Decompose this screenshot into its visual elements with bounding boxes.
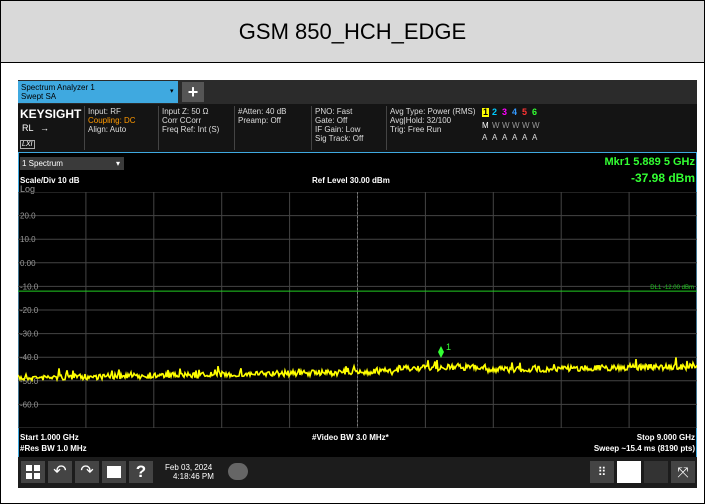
marker-level: -37.98 dBm	[630, 171, 695, 185]
trace-detector: A	[482, 133, 488, 142]
trace-detector: A	[522, 133, 528, 142]
y-label: 0.00	[20, 259, 36, 268]
trace-type: W	[512, 121, 520, 130]
setting: IF Gain: Low	[315, 125, 361, 134]
stop-freq: Stop 9.000 GHz	[636, 433, 695, 442]
settings-panel	[18, 104, 697, 152]
lxi: LXI	[20, 140, 35, 149]
setting: Align: Auto	[88, 125, 127, 134]
tab-dropdown: ▾	[170, 88, 174, 95]
y-label: -40.0	[20, 353, 39, 362]
trace-type: W	[532, 121, 540, 130]
y-label: -50.0	[20, 377, 39, 386]
divider	[158, 106, 159, 150]
files[interactable]	[102, 461, 126, 483]
trace-detector: A	[492, 133, 498, 142]
setting: Freq Ref: Int (S)	[162, 125, 220, 134]
rl: RL	[22, 123, 34, 133]
messages[interactable]	[228, 463, 248, 480]
setting: Input: RF	[88, 107, 121, 116]
y-label: -20.0	[20, 306, 39, 315]
trace	[18, 357, 697, 383]
divider	[84, 106, 85, 150]
scale: Scale/Div 10 dB	[20, 176, 80, 185]
trace-type: W	[492, 121, 500, 130]
display-line-label: DL1 -12.00 dBm	[650, 285, 694, 291]
window-name: 1 Spectrum	[22, 159, 63, 168]
trace-type: W	[502, 121, 510, 130]
touch[interactable]	[617, 461, 641, 483]
trace-number: 5	[522, 107, 528, 117]
tab[interactable]: Spectrum Analyzer 1 Swept SA ▾	[18, 81, 178, 103]
undo[interactable]: ↶	[48, 461, 72, 483]
res-bw: #Res BW 1.0 MHz	[20, 444, 87, 453]
dropdown: ▾	[116, 159, 121, 168]
setting: Gate: Off	[315, 116, 348, 125]
setting: PNO: Fast	[315, 107, 353, 116]
window-selector[interactable]: 1 Spectrum ▾	[20, 157, 124, 170]
help[interactable]: ?	[129, 461, 153, 483]
rl-arrow: →	[40, 123, 49, 133]
y-label: -30.0	[20, 330, 39, 339]
analyzer-screen: Spectrum Analyzer 1 Swept SA ▾ + KEYSIGH…	[18, 80, 697, 488]
divider	[311, 106, 312, 150]
divider	[234, 106, 235, 150]
trace-number: 3	[502, 107, 508, 117]
keypad[interactable]: ⠿	[590, 461, 614, 483]
fullscreen[interactable]: ⤧	[671, 461, 695, 483]
setting: Avg Type: Power (RMS)	[390, 107, 476, 116]
log: Log	[20, 184, 36, 194]
start-button[interactable]	[21, 461, 45, 483]
tab-name: Spectrum Analyzer 1	[21, 83, 95, 92]
setting: Input Z: 50 Ω	[162, 107, 209, 116]
marker-label: 1	[446, 342, 451, 352]
time: 4:18:46 PM	[173, 472, 214, 481]
title: GSM 850_HCH_EDGE	[238, 18, 467, 44]
trace-number: 1	[482, 107, 490, 117]
marker	[438, 346, 444, 358]
y-label: -10.0	[20, 282, 39, 291]
setting: Trig: Free Run	[390, 125, 442, 134]
start-freq: Start 1.000 GHz	[20, 433, 79, 442]
add-tab[interactable]: +	[182, 82, 204, 102]
trace-detector: A	[512, 133, 518, 142]
header: GSM 850_HCH_EDGE	[0, 0, 705, 63]
marker-freq: Mkr1 5.889 5 GHz	[604, 156, 696, 168]
trace-type: M	[482, 121, 489, 130]
video-bw: #Video BW 3.0 MHz*	[312, 433, 389, 442]
setting: Avg|Hold: 32/100	[390, 116, 452, 125]
y-label: 10.0	[20, 235, 36, 244]
ref-level: Ref Level 30.00 dBm	[312, 176, 390, 185]
layout[interactable]	[644, 461, 668, 483]
setting: #Atten: 40 dB	[238, 107, 287, 116]
setting: Sig Track: Off	[315, 134, 364, 143]
trace-type: W	[522, 121, 530, 130]
setting: Corr CCorr	[162, 116, 202, 125]
trace-detector: A	[502, 133, 508, 142]
setting: Preamp: Off	[238, 116, 281, 125]
tab-mode: Swept SA	[21, 92, 57, 101]
divider	[386, 106, 387, 150]
trace-detector: A	[532, 133, 538, 142]
trace-number: 6	[532, 107, 538, 117]
setting: Coupling: DC	[88, 116, 136, 125]
date: Feb 03, 2024	[165, 463, 213, 472]
y-label: 20.0	[20, 212, 36, 221]
brand: KEYSIGHT	[20, 107, 82, 121]
redo[interactable]: ↷	[75, 461, 99, 483]
plot: 20.0 10.0 0.00 -10.0 -20.0 -30.0 -40.0 -50.0 -60…	[18, 192, 697, 428]
trace-number: 4	[512, 107, 518, 117]
trace-number: 2	[492, 107, 498, 117]
sweep: Sweep ~15.4 ms (8190 pts)	[593, 444, 695, 453]
y-label: -60.0	[20, 400, 39, 409]
